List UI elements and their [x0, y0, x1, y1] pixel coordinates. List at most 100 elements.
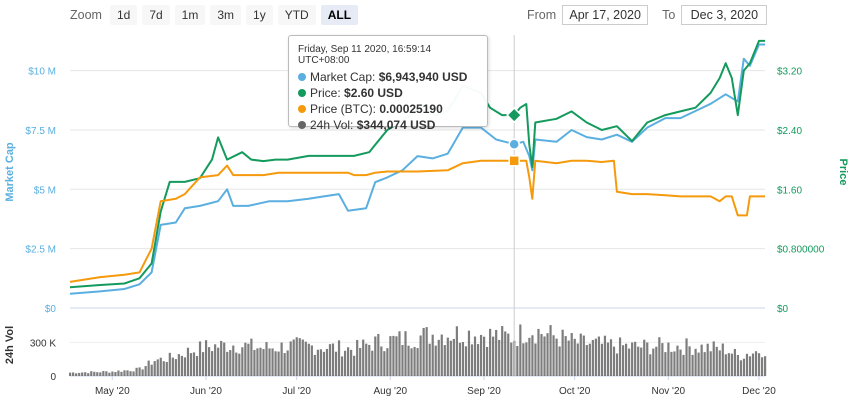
to-label: To — [662, 8, 676, 22]
volume-bar — [174, 359, 177, 376]
x-tick-label: May '20 — [95, 386, 130, 397]
volume-bar — [757, 353, 761, 376]
volume-bar — [679, 349, 682, 376]
to-date-input[interactable]: Dec 3, 2020 — [681, 5, 768, 25]
volume-bar — [217, 347, 220, 376]
volume-bar — [72, 372, 75, 376]
volume-bar — [452, 338, 455, 376]
volume-bar — [431, 334, 434, 376]
volume-bar — [93, 371, 96, 376]
volume-bar — [235, 352, 238, 376]
volume-bar — [277, 351, 280, 376]
zoom-1m-button[interactable]: 1m — [174, 5, 206, 25]
volume-bar — [319, 349, 323, 376]
zoom-7d-button[interactable]: 7d — [142, 5, 170, 25]
tooltip-label: Price: — [310, 86, 341, 100]
volume-bar — [334, 351, 338, 376]
volume-bar — [561, 329, 564, 376]
zoom-ytd-button[interactable]: YTD — [277, 5, 316, 25]
tooltip-value: $344,074 USD — [356, 118, 436, 132]
volume-bar — [383, 351, 386, 376]
volume-bar — [87, 373, 90, 376]
volume-bar — [482, 336, 486, 376]
volume-bar — [359, 347, 362, 376]
series-line-price-btc — [69, 159, 765, 283]
volume-axis-title: 24h Vol — [4, 326, 16, 364]
volume-bar — [153, 361, 156, 376]
x-tick-label: Dec '20 — [742, 386, 776, 397]
from-date-input[interactable]: Apr 17, 2020 — [562, 5, 649, 25]
date-range: From Apr 17, 2020 To Dec 3, 2020 — [527, 5, 768, 25]
volume-bar — [389, 336, 392, 376]
volume-bar — [489, 328, 492, 376]
volume-bar — [464, 346, 468, 376]
volume-bar — [201, 352, 205, 376]
volume-bar — [374, 336, 377, 376]
volume-bar — [377, 333, 380, 376]
market-cap-marker — [508, 138, 520, 150]
volume-bar — [138, 367, 141, 376]
volume-bar — [108, 372, 111, 376]
volume-bar — [368, 344, 371, 376]
volume-bar — [162, 361, 165, 376]
volume-bar — [443, 345, 446, 376]
volume-bar — [618, 337, 622, 376]
volume-bar — [498, 339, 501, 376]
left-axis-title: Market Cap — [4, 142, 16, 202]
volume-bar — [253, 350, 256, 376]
volume-bar — [271, 348, 274, 376]
volume-bar — [183, 357, 187, 376]
volume-bar — [141, 369, 144, 376]
volume-bar — [401, 345, 404, 376]
volume-bar — [265, 342, 268, 376]
volume-bar — [129, 371, 132, 376]
volume-bar — [204, 340, 208, 376]
volume-bar — [634, 341, 637, 376]
volume-bar — [649, 354, 652, 376]
volume-bar — [570, 333, 573, 376]
volume-bar — [159, 357, 162, 376]
volume-bar — [304, 341, 307, 376]
volume-bar — [652, 348, 655, 376]
volume-bar — [730, 353, 733, 376]
zoom-1y-button[interactable]: 1y — [246, 5, 273, 25]
volume-bar — [664, 352, 667, 376]
left-tick-label: $2.5 M — [25, 245, 56, 256]
volume-bar — [165, 361, 168, 376]
zoom-1d-button[interactable]: 1d — [109, 5, 138, 25]
volume-dot-icon — [298, 121, 306, 129]
volume-bar — [718, 350, 721, 376]
zoom-all-button[interactable]: ALL — [320, 5, 359, 25]
volume-bar — [81, 372, 84, 376]
zoom-3m-button[interactable]: 3m — [210, 5, 242, 25]
volume-bars — [69, 324, 767, 376]
volume-bar — [685, 338, 688, 376]
volume-bar — [340, 356, 344, 376]
volume-bar — [588, 343, 591, 376]
volume-bar — [398, 331, 401, 376]
left-tick-label: $10 M — [28, 67, 56, 78]
volume-bar — [331, 343, 335, 376]
volume-bar — [316, 349, 319, 376]
volume-bar — [437, 339, 440, 376]
volume-bar — [313, 354, 316, 376]
volume-bar — [126, 370, 129, 376]
volume-bar — [198, 341, 202, 376]
volume-bar — [325, 348, 329, 376]
volume-bar — [120, 371, 123, 376]
volume-bar — [579, 333, 582, 376]
volume-bar — [658, 337, 661, 376]
volume-bar — [295, 337, 298, 376]
volume-bar — [742, 358, 746, 376]
volume-bar — [628, 348, 631, 376]
volume-bar — [528, 337, 531, 376]
volume-bar — [413, 346, 416, 376]
volume-bar — [189, 353, 193, 376]
axis-labels: $0 $2.5 M $5 M $7.5 M $10 M $0 $0.800000 $1.60 $… — [4, 67, 849, 397]
volume-bar — [289, 341, 292, 376]
volume-bar — [404, 331, 407, 376]
volume-bar — [458, 342, 462, 376]
volume-bar — [576, 343, 579, 376]
volume-bar — [177, 354, 180, 376]
volume-bar — [337, 340, 341, 376]
